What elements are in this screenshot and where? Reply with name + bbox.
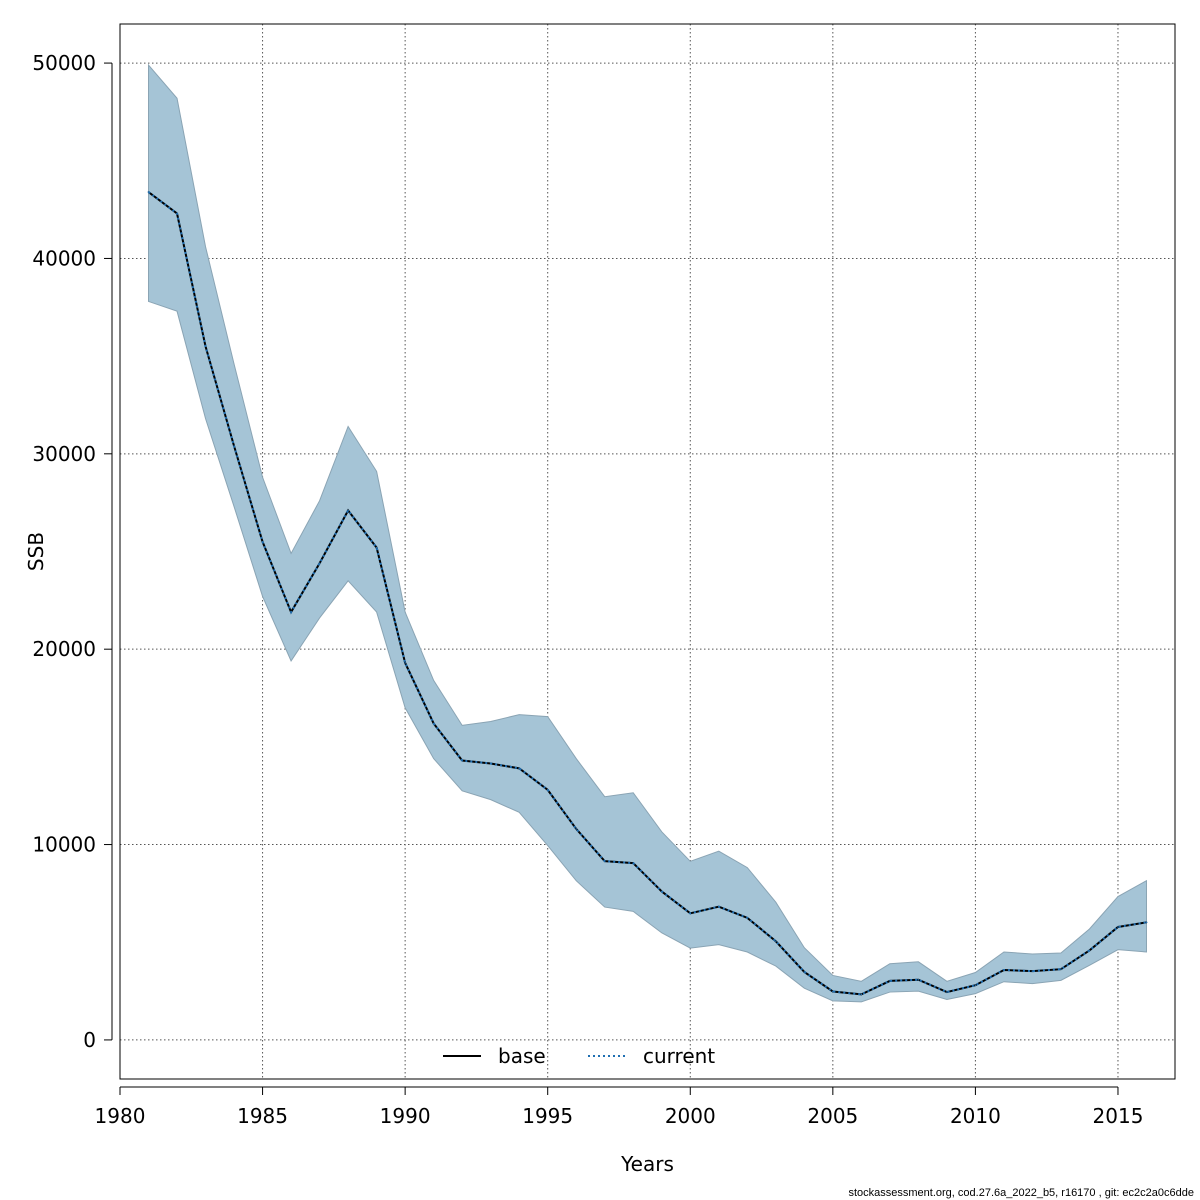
plot-frame xyxy=(119,23,1176,1080)
y-axis: 0 10000 20000 30000 40000 50000 xyxy=(32,51,113,1052)
legend-label-base: base xyxy=(498,1044,546,1068)
y-tick-label: 10000 xyxy=(32,833,96,857)
data-point-current xyxy=(1145,921,1148,924)
data-point-current xyxy=(546,789,549,791)
data-point-current xyxy=(689,912,692,915)
data-point-current xyxy=(832,990,834,993)
data-point-current xyxy=(1088,949,1091,952)
data-point-current xyxy=(717,905,720,908)
x-tick-label: 1990 xyxy=(380,1104,431,1128)
data-point-current xyxy=(147,191,150,193)
data-point-current xyxy=(233,445,235,447)
data-point-current xyxy=(1060,968,1062,971)
data-point-current xyxy=(632,862,635,864)
x-tick-label: 2015 xyxy=(1093,1104,1144,1128)
data-point-current xyxy=(489,762,492,765)
confidence-band xyxy=(148,63,1147,1003)
y-tick-label: 40000 xyxy=(32,246,96,270)
series-lines xyxy=(147,191,1148,996)
data-point-current xyxy=(461,759,463,762)
data-point-current xyxy=(860,993,863,996)
x-axis: 1980 1985 1990 1995 2000 2005 2010 2015 xyxy=(95,1086,1144,1128)
data-point-current xyxy=(518,767,520,770)
data-point-current xyxy=(290,611,292,613)
x-tick-label: 2005 xyxy=(807,1104,858,1128)
x-axis-title: Years xyxy=(620,1152,674,1176)
x-tick-label: 1985 xyxy=(237,1104,288,1128)
data-point-current xyxy=(775,940,777,943)
data-point-current xyxy=(917,978,920,981)
data-point-current xyxy=(660,890,663,893)
x-tick-label: 1995 xyxy=(522,1104,573,1128)
data-point-current xyxy=(404,662,406,664)
data-point-current xyxy=(204,345,207,348)
data-point-current xyxy=(347,509,349,512)
legend: base current xyxy=(443,1044,715,1068)
data-point-current xyxy=(803,971,806,973)
y-axis-title: SSB xyxy=(24,532,48,571)
footer-credit: stockassessment.org, cod.27.6a_2022_b5, … xyxy=(848,1187,1194,1199)
data-point-current xyxy=(575,828,578,830)
y-tick-label: 0 xyxy=(83,1028,96,1052)
x-tick-label: 1980 xyxy=(95,1104,146,1128)
legend-label-current: current xyxy=(643,1044,715,1068)
data-point-current xyxy=(1117,926,1119,928)
data-point-current xyxy=(375,546,378,549)
x-tick-label: 2010 xyxy=(950,1104,1001,1128)
data-point-current xyxy=(176,212,178,215)
y-tick-label: 20000 xyxy=(32,637,96,661)
y-tick-label: 50000 xyxy=(32,51,96,75)
series-line-current xyxy=(147,191,1147,996)
data-point-current xyxy=(603,860,606,862)
data-point-current xyxy=(889,980,891,982)
data-point-current xyxy=(318,562,321,565)
x-tick-label: 2000 xyxy=(665,1104,716,1128)
y-tick-label: 30000 xyxy=(32,442,96,466)
data-point-current xyxy=(946,991,948,993)
data-point-current xyxy=(261,540,264,543)
data-point-current xyxy=(1003,969,1005,971)
data-point-current xyxy=(1031,970,1034,972)
data-point-current xyxy=(746,917,749,919)
data-point-current xyxy=(432,722,435,725)
data-point-current xyxy=(974,984,977,987)
